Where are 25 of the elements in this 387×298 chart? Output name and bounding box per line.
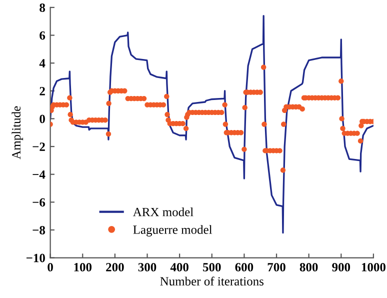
y-tick-label: −10 bbox=[26, 254, 45, 262]
x-tick-label: 0 bbox=[48, 262, 53, 272]
y-tick-label: −2 bbox=[32, 142, 45, 151]
x-tick-label: 500 bbox=[203, 262, 221, 272]
x-tick-label: 400 bbox=[170, 262, 188, 272]
x-tick-label: 200 bbox=[106, 262, 124, 272]
y-tick-label: −6 bbox=[32, 198, 46, 207]
y-tick-label: 0 bbox=[40, 114, 45, 124]
y-tick-label: 4 bbox=[39, 59, 46, 68]
x-tick-label: 800 bbox=[300, 262, 318, 272]
x-axis-title: Number of iterations bbox=[160, 276, 264, 286]
y-axis-title: Amplitude bbox=[12, 106, 24, 160]
x-tick-label: 600 bbox=[235, 262, 254, 272]
x-tick-label: 900 bbox=[332, 262, 350, 272]
x-tick-label: 1000 bbox=[362, 262, 386, 272]
x-tick-label: 100 bbox=[74, 262, 92, 272]
y-tick-label: −4 bbox=[32, 170, 46, 179]
y-tick-label: 6 bbox=[40, 31, 46, 40]
x-tick-label: 300 bbox=[138, 262, 156, 272]
legend-label: ARX model bbox=[132, 207, 194, 216]
y-tick-label: 8 bbox=[40, 3, 46, 12]
y-tick-label: −8 bbox=[32, 226, 46, 234]
legend-label: Laguerre model bbox=[133, 225, 212, 237]
y-tick-label: 2 bbox=[40, 86, 45, 96]
x-tick-label: 700 bbox=[268, 262, 286, 272]
